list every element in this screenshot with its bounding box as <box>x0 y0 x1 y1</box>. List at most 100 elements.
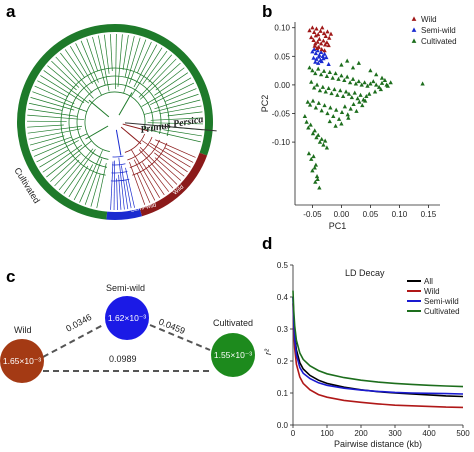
pca-x-tick-label: 0.00 <box>334 210 350 219</box>
semi-wild-branch <box>116 178 118 210</box>
pca-point-cultivated <box>331 113 336 119</box>
pca-point-cultivated <box>313 179 318 184</box>
cultivated-branch <box>144 99 201 115</box>
pca-point-cultivated <box>340 93 346 99</box>
pca-point-cultivated <box>349 95 354 100</box>
pca-point-wild <box>315 39 320 44</box>
cultivated-branch <box>42 144 83 173</box>
cultivated-branch <box>148 54 173 83</box>
pca-point-cultivated <box>329 91 334 96</box>
cultivated-branch <box>37 80 69 98</box>
pca-point-cultivated <box>352 90 357 95</box>
pca-point-cultivated <box>313 71 318 76</box>
pca-point-cultivated <box>304 119 309 124</box>
pca-point-cultivated <box>302 113 308 119</box>
semi-wild-branch-arc <box>110 178 130 182</box>
ld-y-tick-label: 0.5 <box>277 261 289 270</box>
pca-point-cultivated <box>314 174 320 179</box>
cultivated-branch <box>150 82 195 105</box>
wild-branch-arc <box>129 139 160 169</box>
pca-point-cultivated <box>313 162 319 167</box>
node-wild <box>0 339 44 383</box>
pca-point-wild <box>321 31 327 36</box>
cultivated-branch <box>60 52 93 94</box>
wild-branch <box>147 164 170 192</box>
cultivated-branch <box>68 165 89 198</box>
pca-point-wild <box>320 25 325 30</box>
ld-decay-plot: 0 100 200 300 400 500 0.0 0.1 0.2 0.3 0.4 0.5 Pairwi… <box>263 261 470 449</box>
pca-point-cultivated <box>314 135 319 140</box>
pca-point-wild <box>323 42 328 47</box>
pca-point-wild <box>326 43 331 48</box>
pca-y-axis-label: PC2 <box>260 95 270 113</box>
pca-point-cultivated <box>323 138 328 143</box>
cultivated-branch <box>64 49 86 79</box>
pca-point-cultivated <box>379 75 385 80</box>
cultivated-branch <box>28 102 63 111</box>
pca-point-cultivated <box>347 80 353 85</box>
pca-point-wild <box>310 25 315 30</box>
pca-point-cultivated <box>312 165 317 170</box>
cultivated-branch <box>141 77 192 107</box>
pca-point-cultivated <box>324 145 330 150</box>
pca-point-cultivated <box>328 105 333 110</box>
pca-point-wild <box>311 37 316 42</box>
cultivated-branch <box>30 97 75 111</box>
pca-legend-label: Semi-wild <box>421 26 456 35</box>
pca-point-wild <box>327 35 332 40</box>
cultivated-branch <box>90 173 101 207</box>
pca-point-cultivated <box>388 80 393 85</box>
panel-d-letter: d <box>262 234 272 253</box>
node-wild-name: Wild <box>14 325 32 335</box>
pca-point-cultivated <box>330 75 335 80</box>
ld-x-tick-label: 400 <box>422 429 436 438</box>
semi-wild-ring <box>106 208 143 220</box>
pca-point-semiwild <box>313 51 319 56</box>
wild-branch <box>164 147 194 163</box>
pca-point-semiwild <box>324 55 329 60</box>
cultivated-branch <box>50 153 81 182</box>
wild-branch <box>136 173 151 203</box>
pca-point-wild <box>318 28 323 33</box>
cultivated-branch <box>109 34 113 72</box>
pca-point-cultivated <box>316 100 321 105</box>
pca-point-wild <box>324 40 330 45</box>
pca-point-cultivated <box>333 71 338 76</box>
pca-point-cultivated <box>356 79 361 84</box>
cultivated-branch <box>27 114 85 120</box>
cultivated-branch <box>47 65 77 91</box>
pca-point-wild <box>313 33 319 38</box>
pca-point-cultivated <box>311 153 316 159</box>
trunk-branch <box>88 99 110 118</box>
cultivated-branch <box>55 56 94 99</box>
pca-point-cultivated <box>319 108 324 113</box>
pca-point-cultivated <box>357 99 362 104</box>
cultivated-branch <box>80 40 99 83</box>
ld-line-semiwild <box>292 296 464 395</box>
cultivated-branch <box>129 39 147 84</box>
cultivated-branch <box>75 43 102 96</box>
pca-point-cultivated <box>336 76 341 81</box>
cultivated-branch-arc <box>76 83 154 160</box>
pca-point-cultivated <box>358 92 363 97</box>
ld-y-tick-label: 0.1 <box>277 389 289 398</box>
pca-point-cultivated <box>342 104 348 109</box>
panel-b-letter: b <box>262 2 272 21</box>
pca-point-cultivated <box>324 73 330 79</box>
cultivated-branch <box>167 111 203 117</box>
cultivated-branch <box>73 164 94 201</box>
pca-point-cultivated <box>313 105 319 110</box>
ld-x-tick-label: 0 <box>291 429 296 438</box>
pca-point-wild <box>328 31 334 36</box>
cultivated-branch <box>147 122 203 125</box>
semi-wild-branch <box>118 157 125 210</box>
pca-point-cultivated <box>367 91 372 96</box>
cultivated-branch <box>124 36 135 78</box>
pca-point-cultivated <box>362 80 367 85</box>
ld-x-tick-label: 300 <box>388 429 402 438</box>
pca-point-semiwild <box>322 51 327 56</box>
pca-point-cultivated <box>318 72 324 77</box>
semi-wild-branch-arc <box>112 155 124 158</box>
cultivated-branch <box>123 37 141 94</box>
